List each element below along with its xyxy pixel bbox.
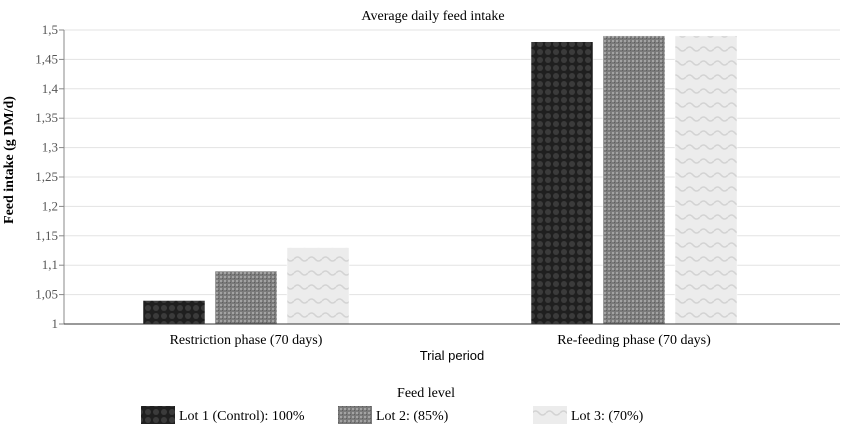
y-tick-label: 1,25 bbox=[35, 169, 58, 184]
legend-title: Feed level bbox=[397, 386, 455, 401]
bar-2-2 bbox=[602, 35, 666, 325]
legend-label-2: Lot 2: (85%) bbox=[376, 409, 449, 424]
legend-swatch-1 bbox=[141, 406, 175, 424]
bar-3-2 bbox=[674, 35, 738, 325]
y-tick-label: 1,4 bbox=[42, 81, 59, 96]
bar-2-1 bbox=[214, 270, 278, 325]
y-tick-label: 1,3 bbox=[42, 140, 58, 155]
x-axis-ticks: Restriction phase (70 days) Re-feeding ph… bbox=[170, 333, 712, 348]
legend-label-1: Lot 1 (Control): 100% bbox=[179, 409, 305, 424]
y-tick-label: 1,5 bbox=[42, 22, 58, 37]
x-tick-label: Restriction phase (70 days) bbox=[170, 333, 323, 348]
bar-3-1 bbox=[286, 247, 350, 325]
x-axis-label: Trial period bbox=[420, 348, 485, 363]
legend-label-3: Lot 3: (70%) bbox=[571, 409, 644, 424]
legend-swatch-2 bbox=[338, 406, 372, 424]
legend-swatch-3 bbox=[533, 406, 567, 424]
y-tick-label: 1,45 bbox=[35, 51, 58, 66]
gridlines bbox=[64, 29, 840, 296]
x-tick-label: Re-feeding phase (70 days) bbox=[557, 333, 711, 348]
y-axis-label: Feed intake (g DM/d) bbox=[2, 96, 17, 224]
legend: Lot 1 (Control): 100% Lot 2: (85%) Lot 3: … bbox=[141, 406, 644, 424]
y-tick-label: 1,35 bbox=[35, 110, 58, 125]
y-tick-label: 1,05 bbox=[35, 287, 58, 302]
y-axis-ticks: 1 1,05 1,1 1,15 1,2 1,25 1,3 1,35 1,4 1,45 1,5 bbox=[35, 22, 64, 331]
bar-1-1 bbox=[142, 300, 206, 325]
bars bbox=[142, 35, 738, 325]
y-tick-label: 1,2 bbox=[42, 198, 58, 213]
y-tick-label: 1 bbox=[52, 316, 59, 331]
chart-title: Average daily feed intake bbox=[361, 9, 504, 24]
y-tick-label: 1,1 bbox=[42, 257, 58, 272]
bar-1-2 bbox=[530, 41, 594, 325]
y-tick-label: 1,15 bbox=[35, 228, 58, 243]
